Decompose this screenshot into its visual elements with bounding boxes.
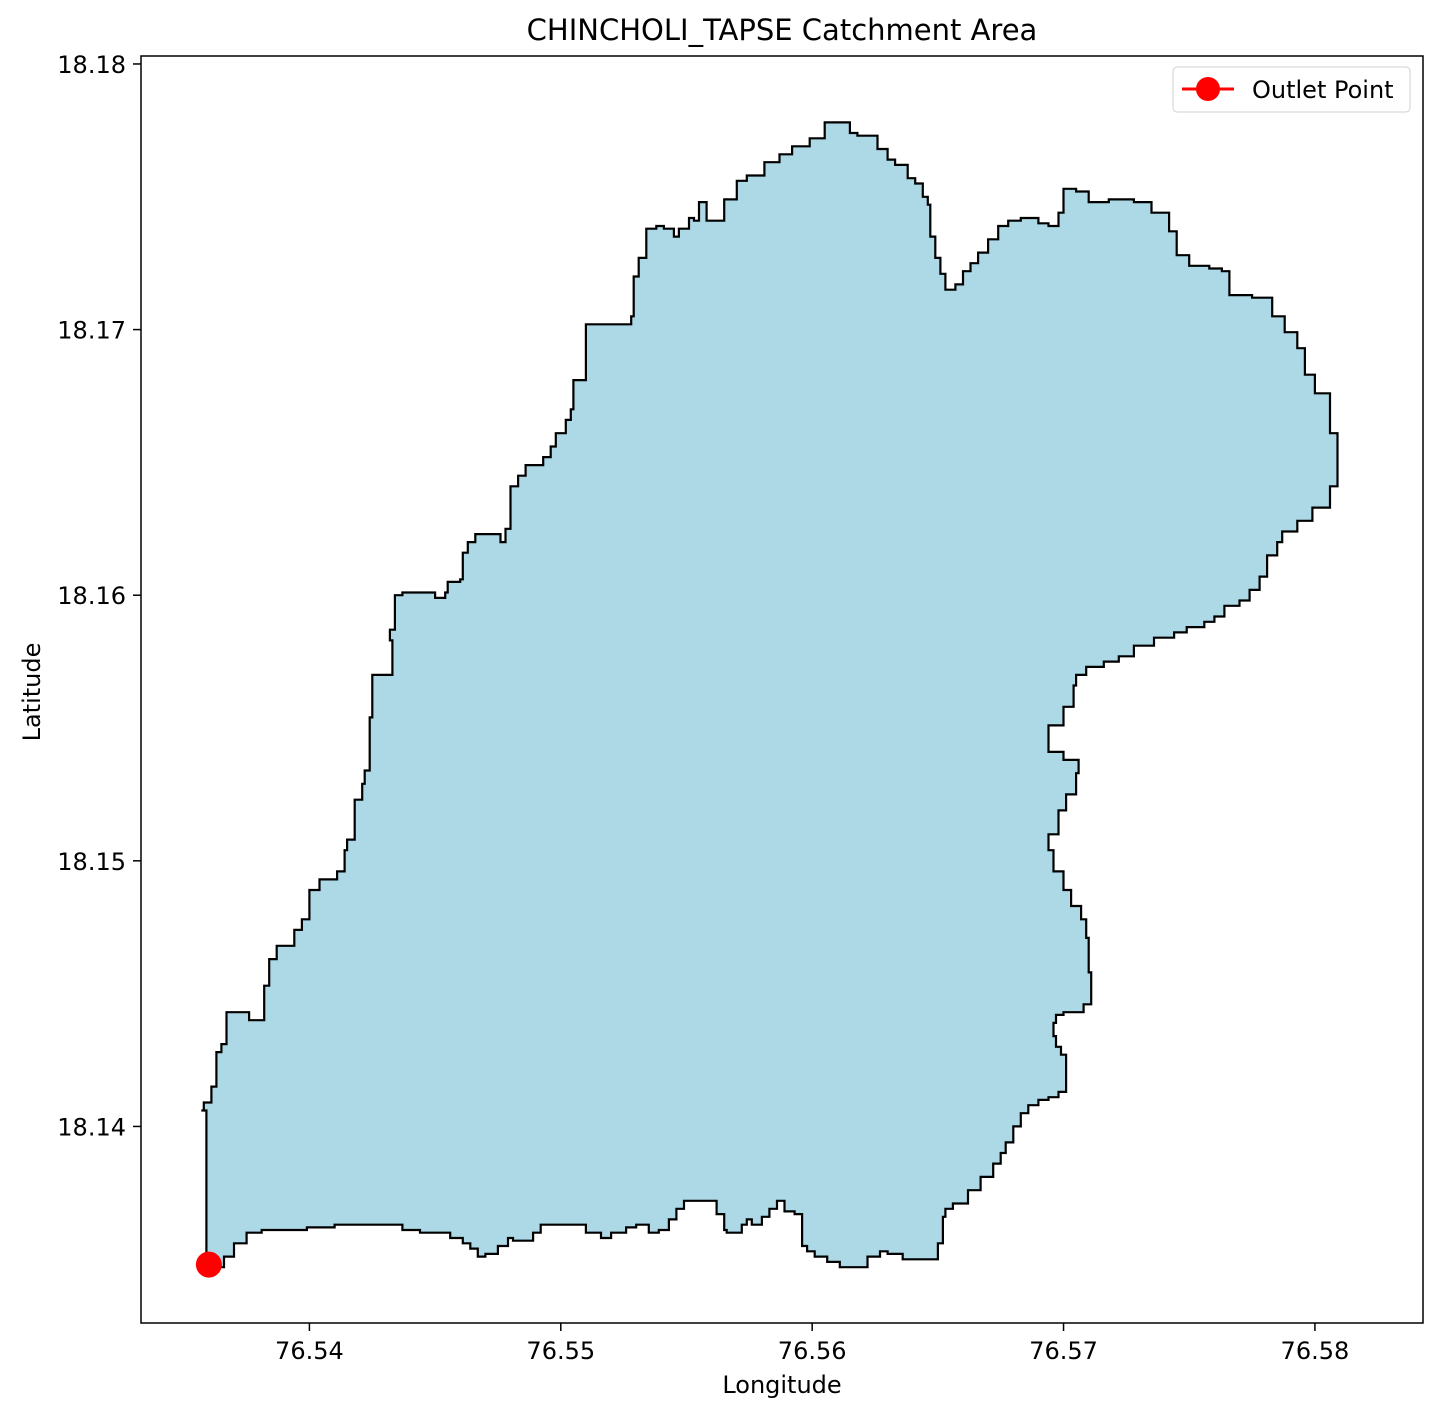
chart-title: CHINCHOLI_TAPSE Catchment Area	[527, 13, 1038, 47]
y-axis-title: Latitude	[18, 643, 46, 742]
x-tick-label: 76.54	[275, 1337, 344, 1365]
outlet-point-marker	[195, 1251, 222, 1278]
y-tick-label: 18.18	[57, 51, 126, 79]
plot-area	[140, 55, 1424, 1324]
y-tick-label: 18.14	[57, 1113, 126, 1141]
x-tick-label: 76.55	[526, 1337, 595, 1365]
legend: Outlet Point	[1172, 66, 1411, 113]
legend-point-marker	[1196, 77, 1220, 101]
x-tick-label: 76.57	[1029, 1337, 1098, 1365]
x-axis-title: Longitude	[722, 1371, 841, 1399]
x-axis: 76.54 76.55 76.56 76.57 76.58	[275, 1323, 1349, 1365]
legend-box	[1172, 66, 1411, 113]
y-tick-label: 18.16	[57, 582, 126, 610]
axes-frame	[140, 55, 1424, 1324]
y-tick-label: 18.17	[57, 317, 126, 345]
legend-label: Outlet Point	[1252, 76, 1394, 104]
x-tick-label: 76.58	[1281, 1337, 1350, 1365]
series-layer	[195, 121, 1339, 1278]
x-tick-label: 76.56	[778, 1337, 847, 1365]
y-axis: 18.14 18.15 18.16 18.17 18.18	[57, 51, 141, 1141]
y-tick-label: 18.15	[57, 848, 126, 876]
catchment-polygon	[201, 121, 1339, 1271]
